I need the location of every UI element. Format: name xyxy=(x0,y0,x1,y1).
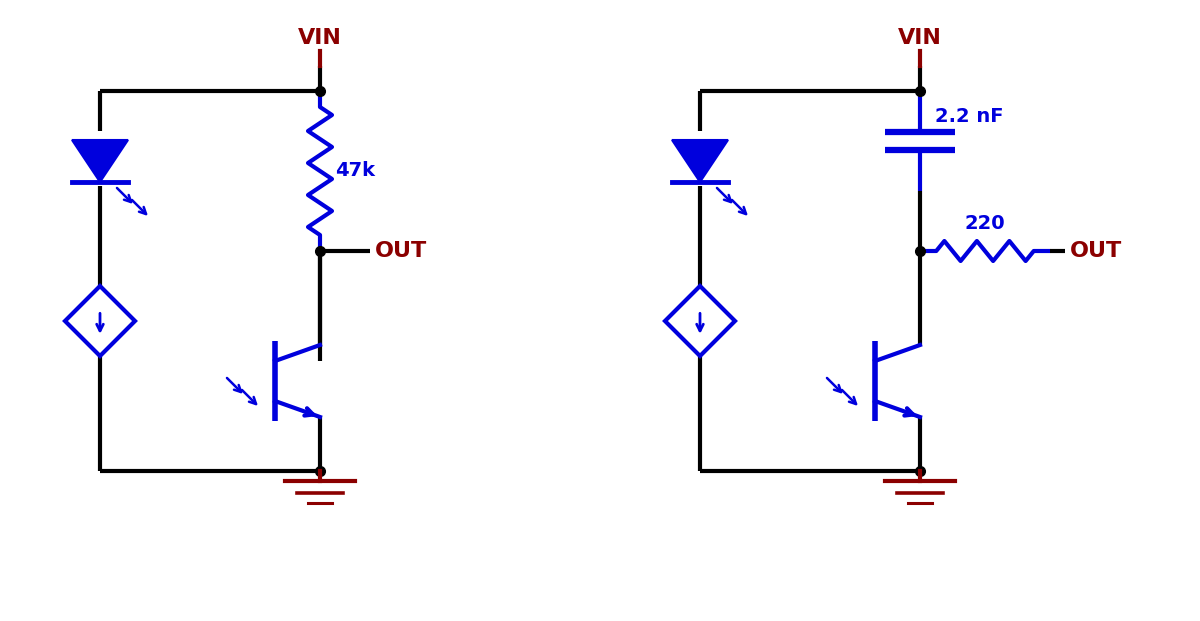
Text: 220: 220 xyxy=(965,214,1006,233)
Text: VIN: VIN xyxy=(898,28,942,48)
Polygon shape xyxy=(672,140,728,182)
Polygon shape xyxy=(72,140,128,182)
Text: 47k: 47k xyxy=(335,161,374,181)
Text: VIN: VIN xyxy=(298,28,342,48)
Text: 2.2 nF: 2.2 nF xyxy=(935,106,1003,125)
Text: OUT: OUT xyxy=(374,241,427,261)
Text: OUT: OUT xyxy=(1070,241,1122,261)
